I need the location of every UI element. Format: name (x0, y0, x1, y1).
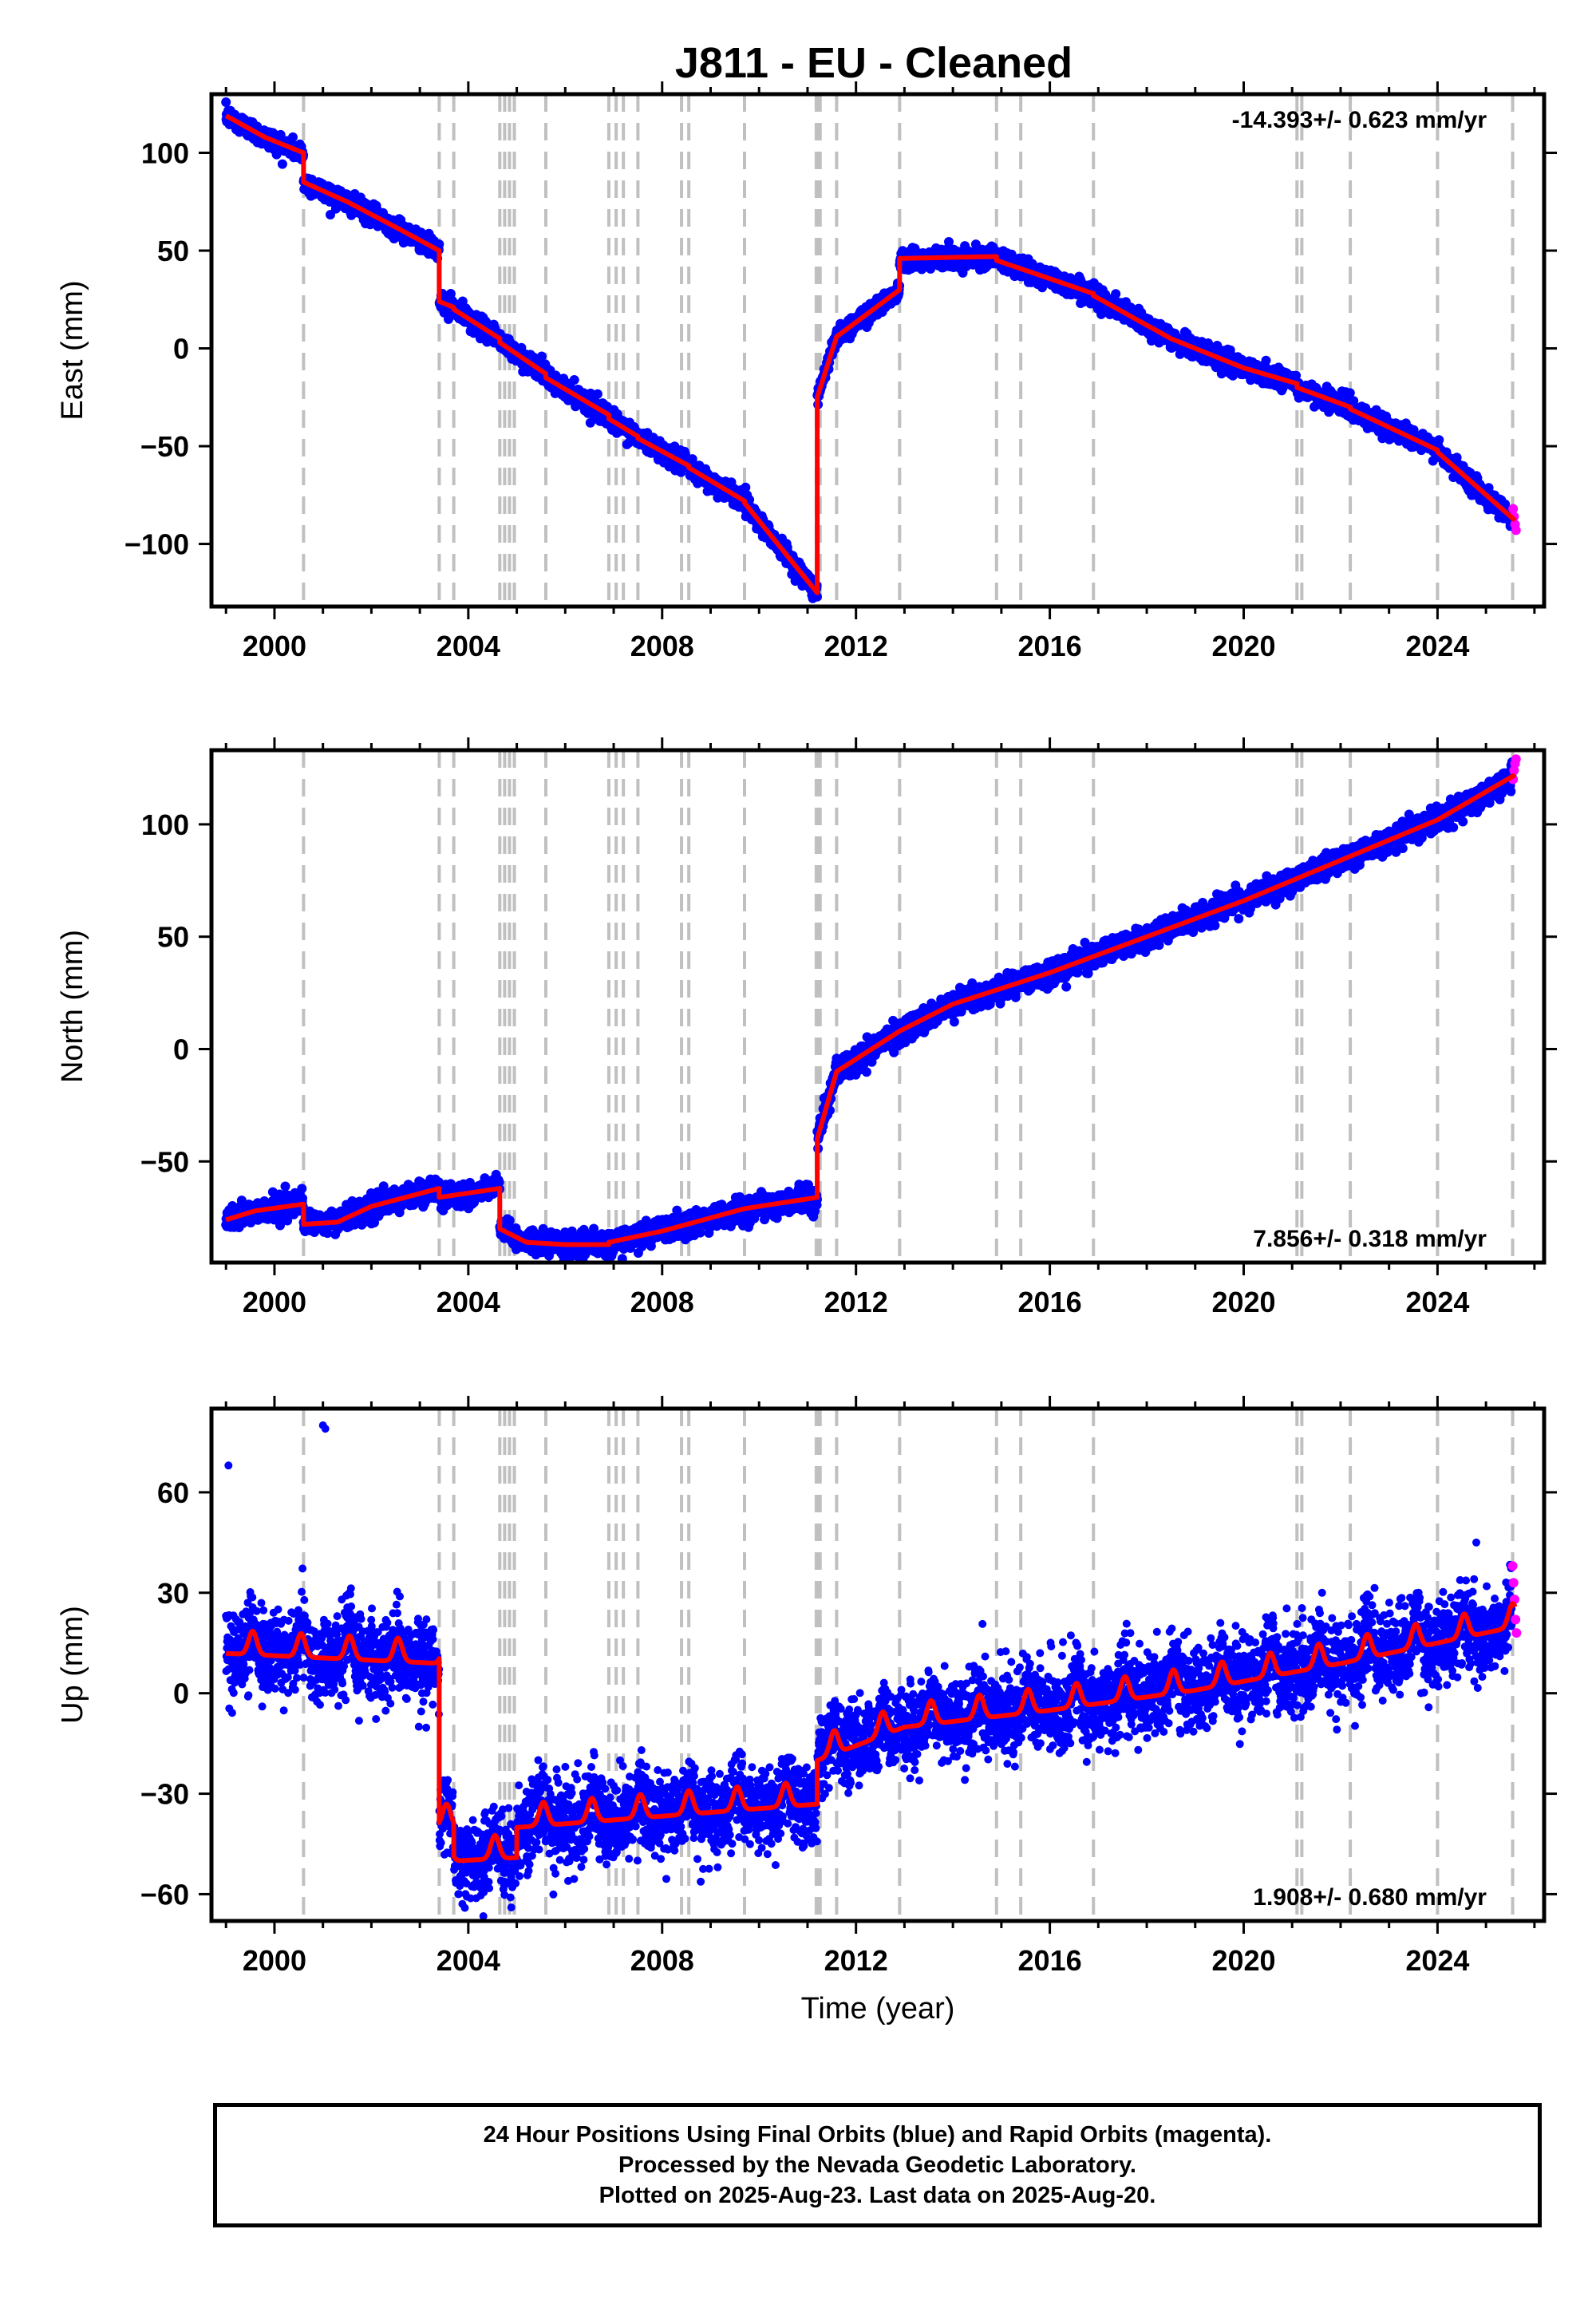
y-tick-label: 0 (173, 333, 189, 366)
caption-line-processed: Processed by the Nevada Geodetic Laborat… (618, 2152, 1136, 2178)
y-axis-label: Up (mm) (56, 1606, 89, 1724)
model-fit-line (223, 113, 1517, 595)
x-tick-label: 2020 (1211, 630, 1275, 662)
y-tick-label: 100 (141, 808, 189, 841)
x-tick-label: 2020 (1211, 1286, 1275, 1318)
rapid-orbit-point (1508, 1578, 1519, 1588)
x-tick-label: 2024 (1405, 1286, 1469, 1318)
x-tick-label: 2016 (1018, 1286, 1082, 1318)
final-orbit-points (221, 97, 1521, 603)
x-tick-label: 2020 (1211, 1944, 1275, 1977)
velocity-label: -14.393+/- 0.623 mm/yr (1232, 107, 1487, 133)
y-tick-label: 100 (141, 137, 189, 170)
rapid-orbit-point (1511, 1628, 1522, 1638)
y-tick-label: 50 (157, 235, 189, 267)
x-tick-label: 2008 (630, 1286, 694, 1318)
final-orbit-points (222, 1421, 1522, 1920)
rapid-orbit-point (1511, 525, 1521, 536)
y-tick-label: −100 (124, 528, 189, 561)
final-orbit-points (221, 754, 1521, 1263)
caption-line-plotted: Plotted on 2025-Aug-23. Last data on 202… (598, 2183, 1156, 2208)
y-tick-label: 60 (157, 1476, 189, 1509)
x-tick-label: 2000 (243, 1286, 306, 1318)
y-axis-label: East (mm) (56, 280, 89, 420)
y-tick-label: −60 (140, 1878, 189, 1911)
model-fit-line (223, 773, 1517, 1247)
x-tick-label: 2024 (1405, 630, 1469, 662)
rapid-orbit-point (1508, 504, 1519, 514)
figure-title: J811 - EU - Cleaned (675, 39, 1073, 87)
x-tick-label: 2008 (630, 630, 694, 662)
plot-frame (209, 92, 1547, 609)
final-orbit-scatter (221, 757, 1517, 1263)
panel-up: 2000 2004 2008 2012 2016 2020 2024 −60 −30 0 30 60 U… (56, 1396, 1557, 2026)
x-tick-label: 2016 (1018, 1944, 1082, 1977)
caption-line-orbits: 24 Hour Positions Using Final Orbits (bl… (483, 2122, 1272, 2148)
velocity-label: 7.856+/- 0.318 mm/yr (1253, 1226, 1487, 1252)
x-tick-label: 2004 (437, 1286, 500, 1318)
x-tick-label: 2012 (824, 1944, 888, 1977)
model-fit-line (223, 1601, 1518, 1863)
x-tick-label: 2004 (437, 1944, 500, 1977)
y-tick-label: 30 (157, 1577, 189, 1610)
y-tick-label: 0 (173, 1034, 189, 1066)
rapid-orbit-point (1507, 1561, 1518, 1571)
y-tick-label: −50 (140, 430, 189, 463)
plot-frame (209, 1406, 1547, 1923)
velocity-label: 1.908+/- 0.680 mm/yr (1253, 1884, 1487, 1911)
x-tick-label: 2004 (437, 630, 500, 662)
x-tick-label: 2024 (1405, 1944, 1469, 1977)
rapid-orbit-point (1511, 754, 1521, 765)
final-orbit-scatter (221, 97, 1517, 603)
caption-box: 24 Hour Positions Using Final Orbits (bl… (213, 2103, 1542, 2227)
event-lines (302, 94, 1515, 607)
panel-north: 2000 2004 2008 2012 2016 2020 2024 −50 0 50 100 Nor… (56, 737, 1557, 1318)
y-tick-label: −50 (140, 1145, 189, 1178)
x-tick-label: 2008 (630, 1944, 694, 1977)
panel-east: 2000 2004 2008 2012 2016 2020 2024 −100 −50 0 50 10… (56, 81, 1557, 662)
x-tick-label: 2012 (824, 1286, 888, 1318)
x-tick-label: 2016 (1018, 630, 1082, 662)
plot-frame (209, 748, 1547, 1265)
x-tick-label: 2000 (243, 1944, 306, 1977)
y-tick-label: 50 (157, 921, 189, 954)
rapid-orbit-point (1511, 1614, 1521, 1625)
x-tick-label: 2000 (243, 630, 306, 662)
y-tick-label: 0 (173, 1678, 189, 1710)
y-tick-label: −30 (140, 1778, 189, 1811)
x-axis-label: Time (year) (801, 1992, 955, 2026)
x-tick-label: 2012 (824, 630, 888, 662)
y-axis-label: North (mm) (56, 930, 89, 1083)
final-orbit-scatter (222, 1421, 1516, 1920)
